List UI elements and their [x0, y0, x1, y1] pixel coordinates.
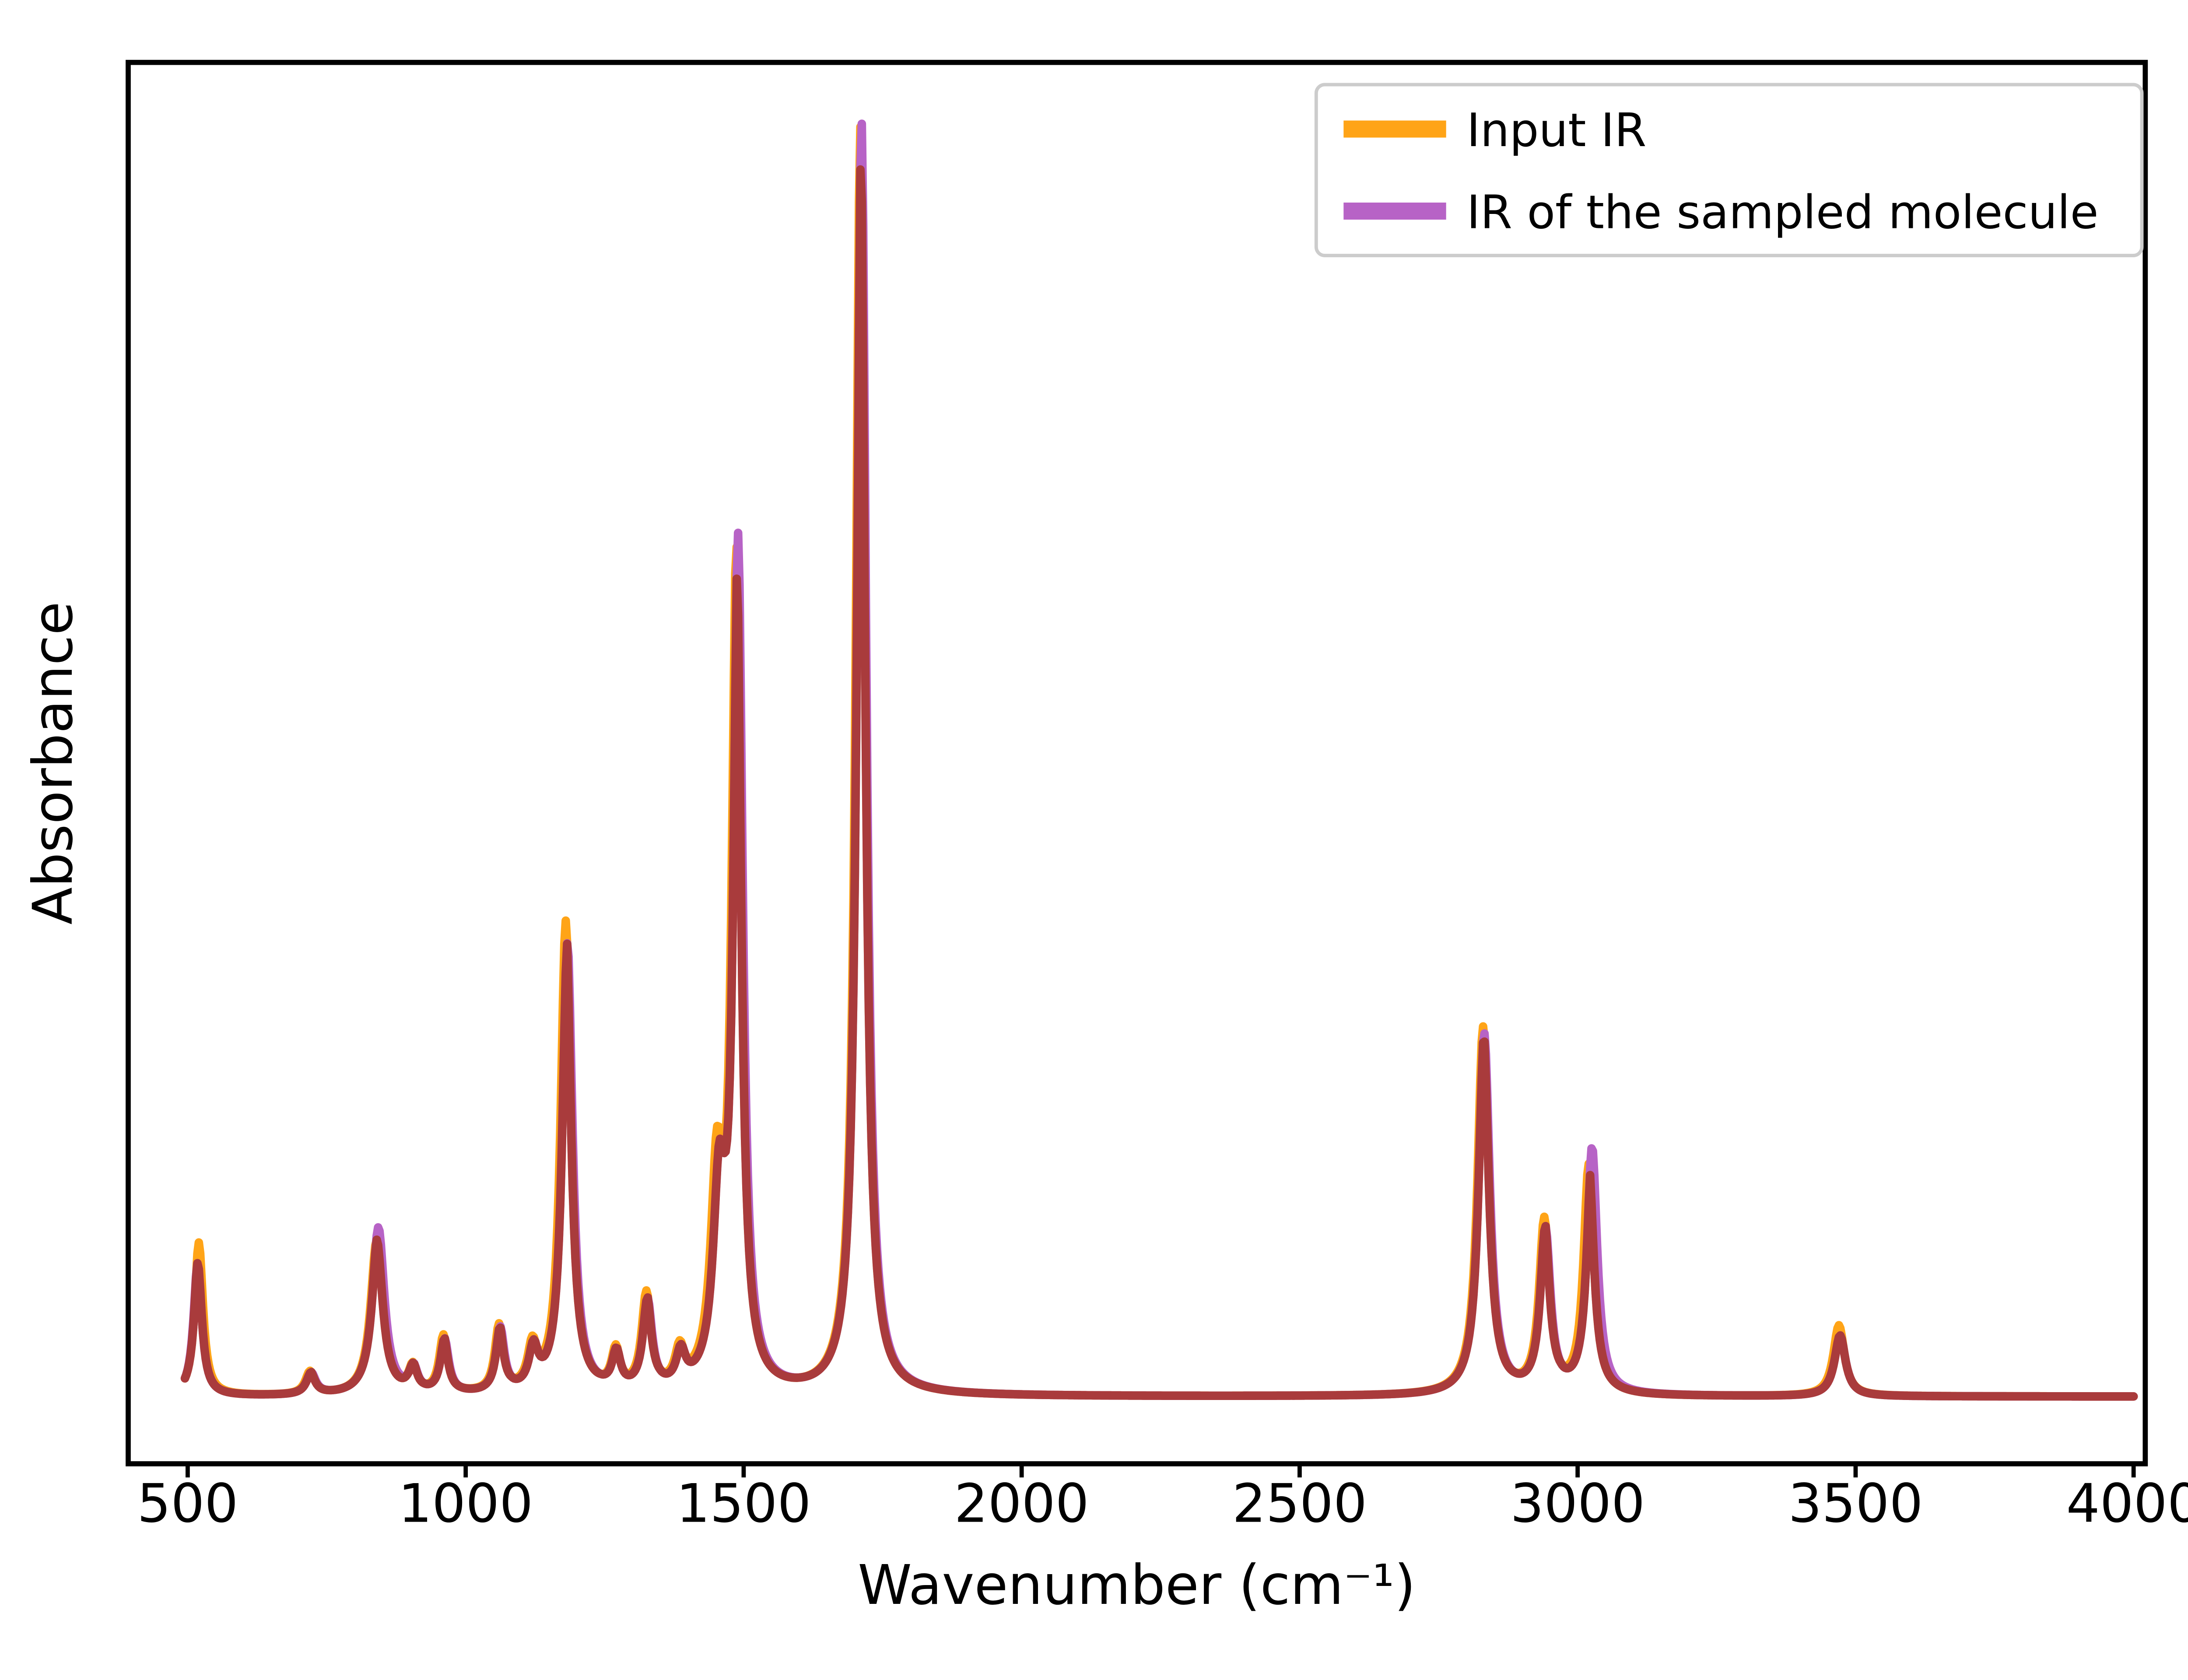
- x-axis-label: Wavenumber (cm⁻¹): [858, 1554, 1416, 1617]
- x-tick-label: 3500: [1788, 1473, 1923, 1535]
- x-tick-label: 3000: [1510, 1473, 1645, 1535]
- series-overlap-path: [180, 165, 2138, 1401]
- legend-label: IR of the sampled molecule: [1467, 186, 2099, 239]
- plot-area: [128, 62, 2146, 1464]
- x-axis-ticks: 500 1000 1500 2000 2500 3000 3500 4000: [137, 1463, 2188, 1535]
- x-tick-label: 2500: [1232, 1473, 1367, 1535]
- x-tick-label: 1500: [676, 1473, 811, 1535]
- legend: Input IR IR of the sampled molecule: [1314, 83, 2144, 257]
- plot-border: [126, 60, 2148, 1466]
- x-tick-label: 1000: [398, 1473, 533, 1535]
- legend-label: Input IR: [1467, 103, 1647, 157]
- x-tick-label: 2000: [954, 1473, 1089, 1535]
- x-tick-label: 500: [137, 1473, 238, 1535]
- y-axis-label: Absorbance: [21, 602, 85, 925]
- x-tick-label: 4000: [2066, 1473, 2188, 1535]
- spectra-curves: [180, 119, 2138, 1401]
- legend-box: [1314, 83, 2144, 257]
